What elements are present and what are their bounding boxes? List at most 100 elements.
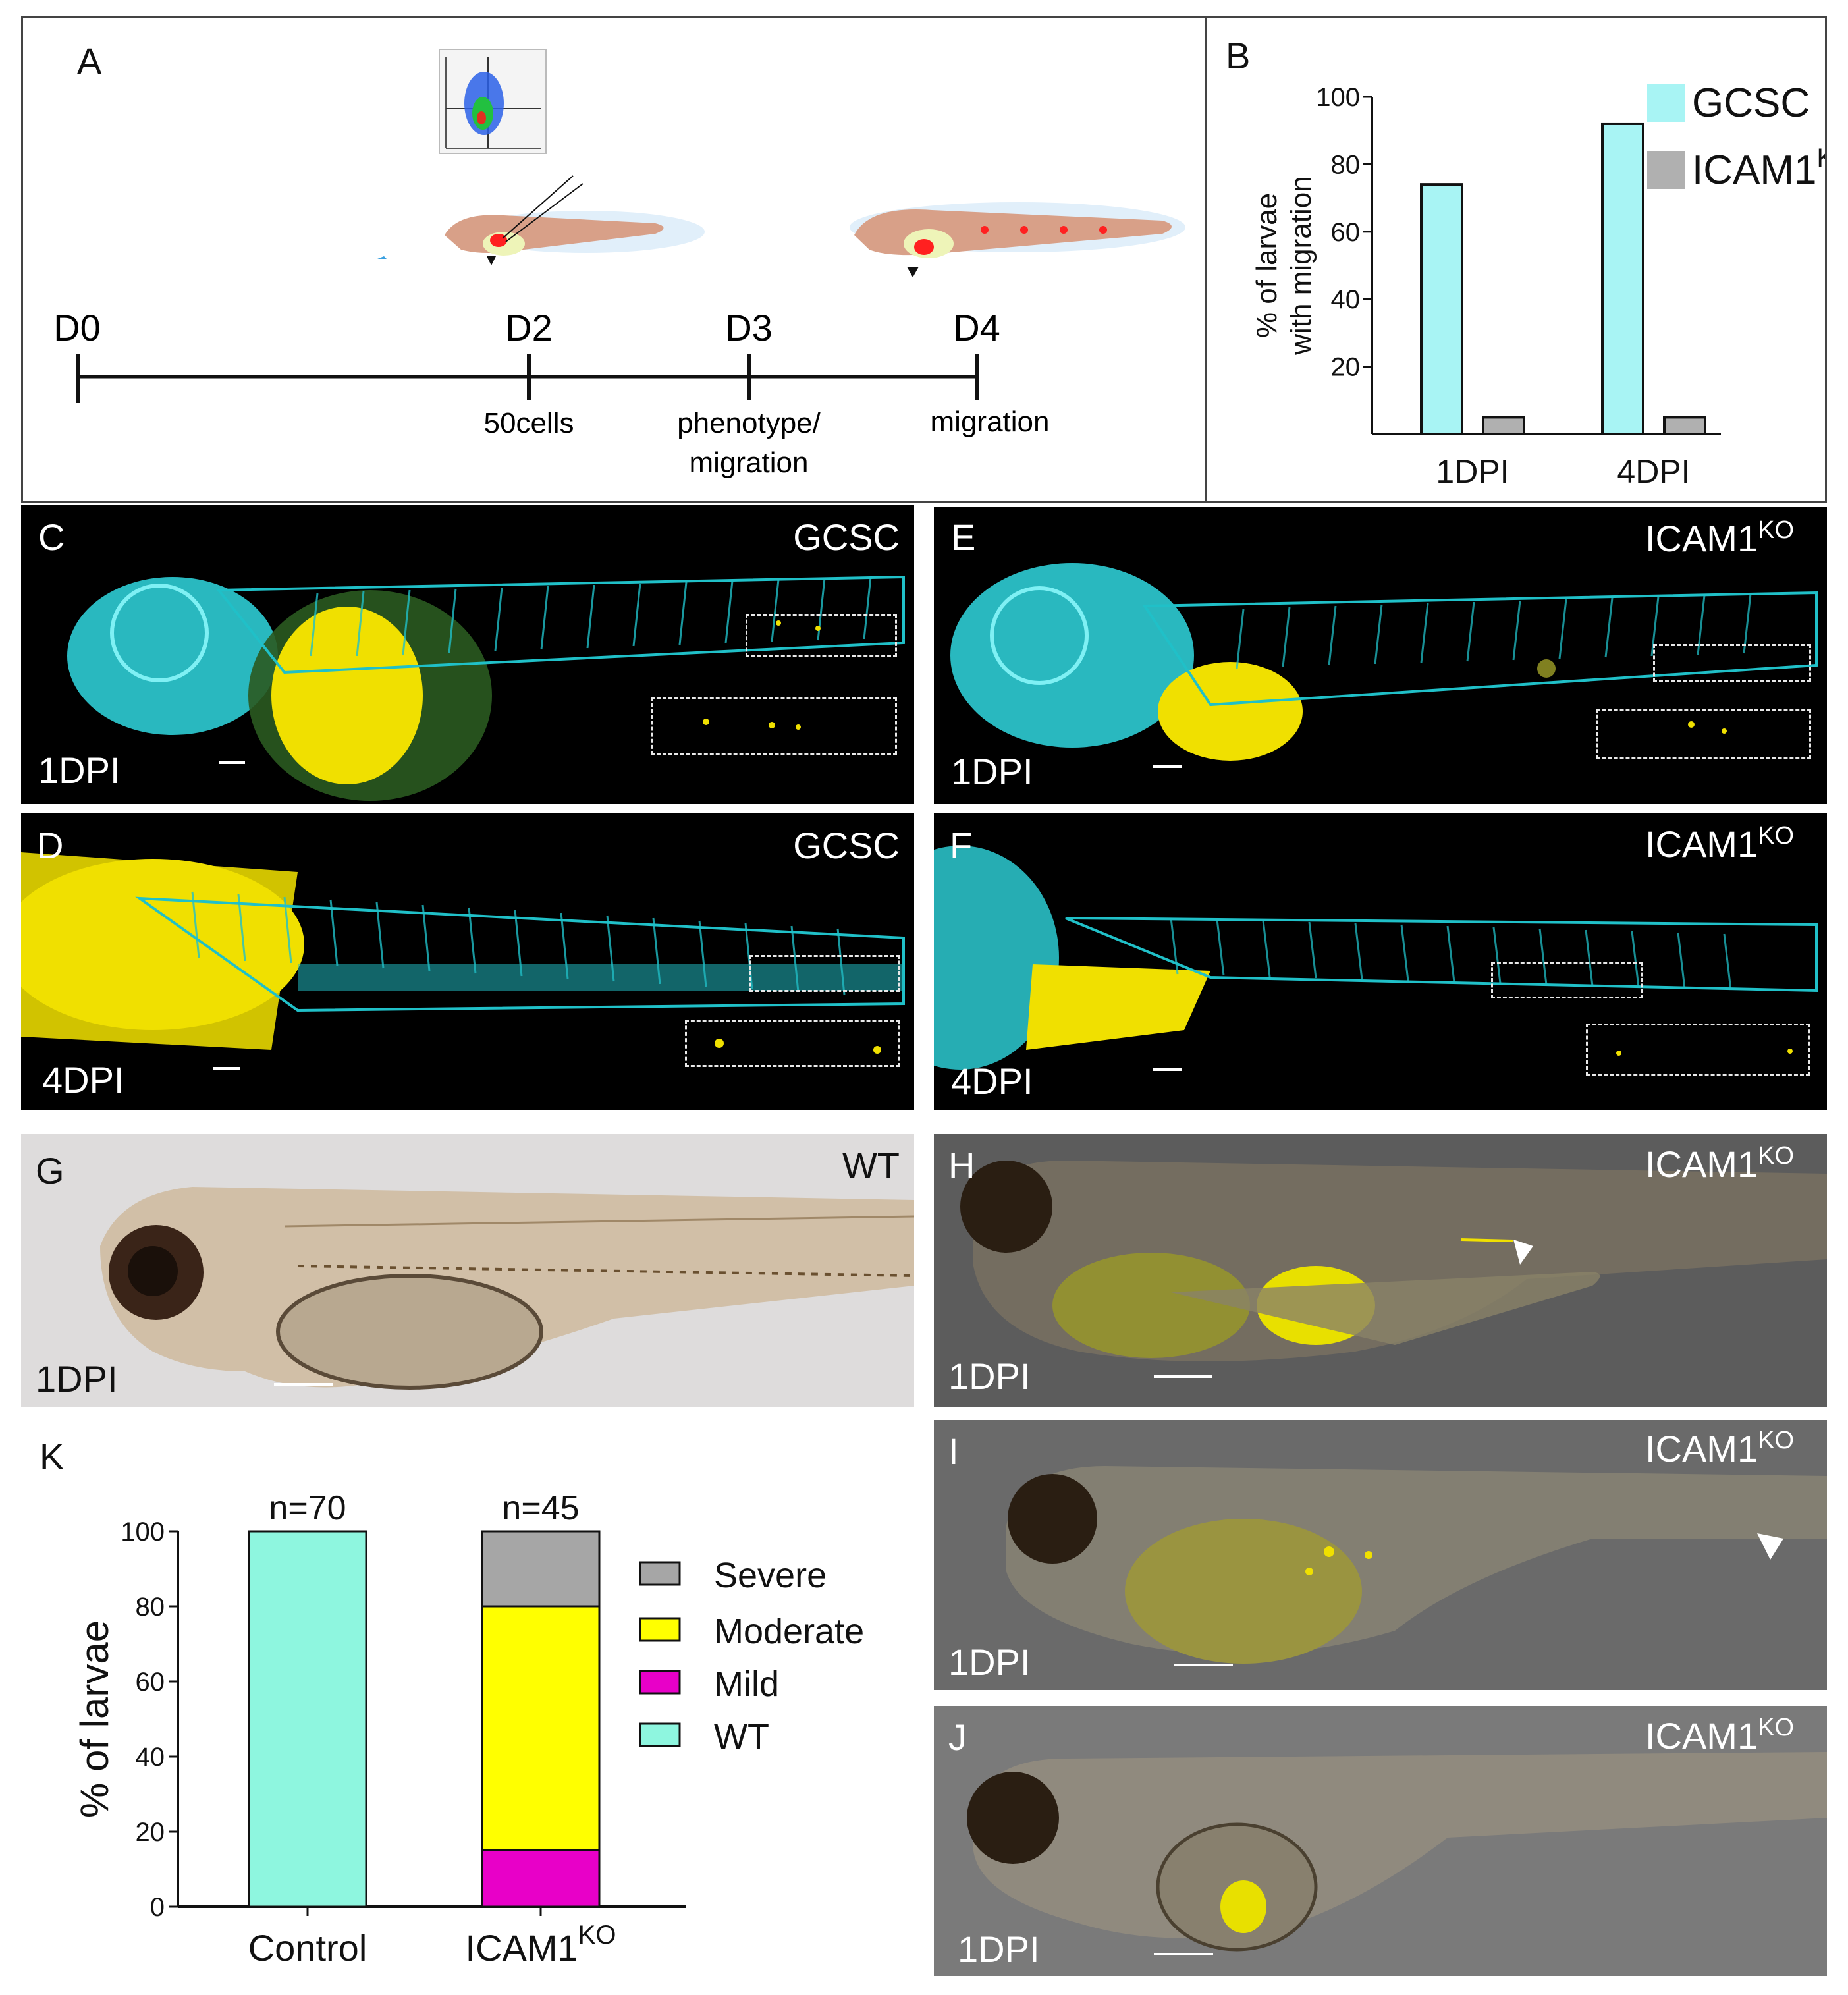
panel-d-inset-box	[685, 1020, 900, 1067]
panel-k-legend-entry: Mild	[714, 1664, 779, 1704]
panel-j-image	[967, 1752, 1827, 1952]
panel-c: C GCSC 1DPI	[21, 505, 914, 804]
panel-b-y-tick-label: 80	[1331, 150, 1361, 179]
panel-b-bar	[1482, 416, 1525, 436]
panel-h-scale-bar	[1154, 1375, 1212, 1378]
panel-b-bar	[1663, 416, 1706, 436]
panel-k-bar-segment	[481, 1605, 601, 1851]
panel-i: I ICAM1KO 1DPI	[934, 1420, 1827, 1690]
panel-f-condition: ICAM1KO	[1644, 822, 1794, 865]
panel-g-scale-bar	[274, 1383, 333, 1386]
panel-c-condition: GCSC	[793, 516, 900, 558]
panel-b-bar	[1420, 183, 1463, 435]
panel-k-y-tick-label: 60	[136, 1668, 165, 1697]
panel-k-y-tick-label: 20	[136, 1818, 165, 1847]
panel-k-n-label: n=45	[502, 1489, 579, 1527]
panel-d-condition: GCSC	[793, 825, 900, 866]
panel-c-timepoint: 1DPI	[38, 750, 121, 791]
panel-k-category-label: Control	[248, 1927, 367, 1969]
panel-b-y-tick-label: 40	[1331, 285, 1361, 314]
panel-c-scale-bar	[219, 761, 245, 764]
panel-g-condition: WT	[842, 1145, 900, 1186]
panel-f: F ICAM1KO 4DPI	[934, 813, 1827, 1110]
panel-k-legend-swatch	[639, 1561, 681, 1586]
panel-d-scale-bar	[213, 1067, 240, 1070]
panel-e-scale-bar	[1153, 765, 1182, 768]
panel-h-timepoint: 1DPI	[948, 1355, 1031, 1397]
panel-f-label: F	[950, 825, 973, 866]
panel-k-legend-entry: Severe	[714, 1556, 827, 1595]
panel-e-inset-box	[1596, 709, 1811, 759]
panel-k-bar-segment	[481, 1849, 601, 1908]
panel-e-timepoint: 1DPI	[951, 751, 1033, 792]
panel-k-legend-entry: WT	[714, 1717, 769, 1757]
panel-k-legend-entry: Moderate	[714, 1612, 864, 1651]
panel-f-image	[934, 846, 1818, 1070]
panel-k-y-tick-label: 0	[150, 1893, 165, 1922]
panel-c-image	[67, 575, 905, 801]
panel-c-label: C	[38, 516, 65, 558]
panel-b-legend-entry: ICAM1KO	[1692, 144, 1827, 193]
panel-e-label: E	[951, 516, 976, 558]
panel-e-image	[950, 563, 1818, 761]
panel-d-timepoint: 4DPI	[42, 1059, 124, 1101]
panel-f-timepoint: 4DPI	[951, 1060, 1033, 1102]
panel-b-label: B	[1226, 35, 1251, 76]
panel-j-label: J	[948, 1716, 967, 1758]
timepoint-d4: D4	[953, 307, 1000, 348]
panel-k-category-label: ICAM1KO	[466, 1921, 616, 1969]
panel-b-y-tick-label: 100	[1316, 83, 1360, 112]
timepoint-d2-note: 50cells	[484, 407, 574, 439]
timepoint-d3: D3	[725, 307, 773, 348]
panel-f-inset-box	[1586, 1024, 1810, 1076]
panel-b-y-tick-label: 20	[1331, 353, 1361, 382]
panel-h: H ICAM1KO 1DPI	[934, 1134, 1827, 1407]
panel-k-legend-swatch	[639, 1722, 681, 1747]
panel-e-condition: ICAM1KO	[1644, 516, 1794, 559]
panel-g-timepoint: 1DPI	[36, 1358, 118, 1400]
panel-b-chart: 20 40 60 80 100 % of larvaewith migration 1DPI…	[1251, 80, 1827, 490]
panel-d-image	[21, 852, 905, 1054]
panel-k-y-tick-label: 80	[136, 1593, 165, 1622]
panel-k-bar-segment	[481, 1530, 601, 1608]
larva-injection-icon	[377, 175, 705, 265]
panel-a-label: A	[77, 40, 102, 82]
panel-e-roi-box	[1653, 644, 1811, 682]
panel-g: G WT 1DPI	[21, 1134, 914, 1407]
panel-h-condition: ICAM1KO	[1644, 1142, 1794, 1185]
panel-b: B 20 40 60 80 100 % of larvaewith migration 1D…	[1205, 16, 1827, 503]
timepoint-d3-note: phenotype/migration	[677, 407, 821, 479]
panel-h-image	[960, 1161, 1827, 1361]
larva-migration-icon	[850, 202, 1185, 277]
panel-i-timepoint: 1DPI	[948, 1641, 1031, 1683]
panel-b-y-axis-label: % of larvaewith migration	[1251, 176, 1317, 355]
panel-b-bar	[1601, 122, 1644, 436]
panel-b-legend-entry: GCSC	[1692, 80, 1810, 126]
panel-f-scale-bar	[1153, 1068, 1182, 1071]
panel-k-legend-swatch	[639, 1617, 681, 1642]
panel-c-roi-box	[746, 614, 897, 657]
panel-e: E ICAM1KO 1DPI	[934, 507, 1827, 804]
panel-c-inset-box	[651, 697, 897, 755]
timepoint-d2: D2	[505, 307, 553, 348]
panel-j-scale-bar	[1154, 1953, 1213, 1955]
panel-k-n-label: n=70	[269, 1489, 346, 1527]
panel-j: J ICAM1KO 1DPI	[934, 1706, 1827, 1976]
panel-j-timepoint: 1DPI	[958, 1928, 1040, 1970]
timepoint-d0: D0	[53, 307, 101, 348]
panel-b-legend-swatch	[1647, 84, 1685, 122]
panel-k-y-axis-label: % of larvae	[72, 1620, 117, 1818]
panel-a-schematic: D0 D2 D3 D4 50cells phenotype/migration …	[53, 49, 1185, 479]
panel-d: D GCSC 4DPI	[21, 813, 914, 1110]
panel-a: A	[21, 16, 1208, 503]
panel-k-bar-segment	[248, 1530, 367, 1908]
panel-k-chart: 0 20 40 60 80 100 % of larvae n=70 Control n=45 IC…	[72, 1489, 864, 1969]
panel-k-y-tick-label: 100	[121, 1517, 165, 1546]
panel-k-legend-swatch	[639, 1670, 681, 1695]
panel-b-category-label: 4DPI	[1617, 453, 1690, 490]
panel-d-roi-box	[749, 955, 900, 992]
panel-f-roi-box	[1491, 962, 1643, 998]
timepoint-d4-note: migration	[931, 406, 1050, 438]
panel-k: K 0 20 40 60 80 100 % of larvae n=70 Control n=45…	[21, 1423, 914, 1989]
panel-g-image	[100, 1187, 914, 1390]
